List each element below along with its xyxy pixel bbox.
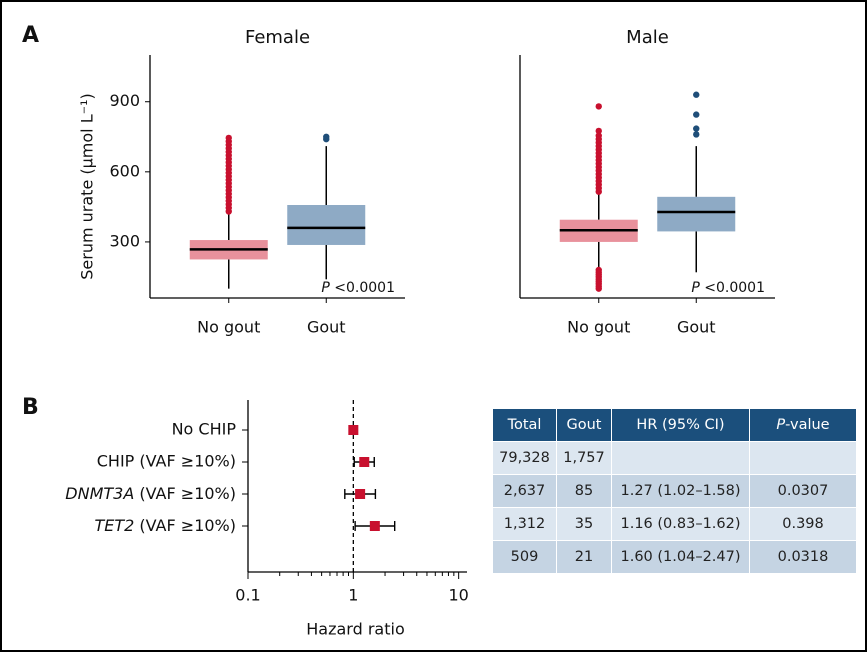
table-row: 1,312 35 1.16 (0.83–1.62) 0.398 xyxy=(492,507,857,541)
table-cell: 1.27 (1.02–1.58) xyxy=(611,474,750,508)
table-cell: 1,757 xyxy=(556,441,612,475)
table-row: 509 21 1.60 (1.04–2.47) 0.0318 xyxy=(492,540,857,574)
outlier xyxy=(693,91,700,98)
table-header: Total Gout HR (95% CI) P-value xyxy=(492,408,857,442)
x-tick-label: Gout xyxy=(307,318,346,337)
table-cell xyxy=(749,441,857,475)
y-tick-label: TET2 (VAF ≥10%) xyxy=(94,516,236,535)
outlier xyxy=(693,131,700,138)
chart-title: Female xyxy=(245,27,310,48)
results-table: Total Gout HR (95% CI) P-value 79,328 1,757 2… xyxy=(492,408,857,574)
table-header-cell: Total xyxy=(492,408,557,442)
y-tick-label: DNMT3A (VAF ≥10%) xyxy=(65,484,236,503)
x-tick-label: No gout xyxy=(567,318,630,337)
table-cell: 1.16 (0.83–1.62) xyxy=(611,507,750,541)
annotation: P <0.0001 xyxy=(691,280,765,296)
table-cell: 0.0318 xyxy=(749,540,857,574)
outlier xyxy=(323,133,330,140)
table-cell: 509 xyxy=(492,540,557,574)
annotation: P <0.0001 xyxy=(321,280,395,296)
table-cell: 85 xyxy=(556,474,612,508)
y-tick-label: No CHIP xyxy=(172,420,237,439)
table-header-cell: P-value xyxy=(749,408,857,442)
panel-label: A xyxy=(22,23,39,48)
box xyxy=(287,205,366,245)
box xyxy=(657,196,736,232)
point xyxy=(369,521,380,531)
chart-title: Male xyxy=(626,27,669,48)
x-axis-label: Hazard ratio xyxy=(306,620,404,639)
table-row: 2,637 85 1.27 (1.02–1.58) 0.0307 xyxy=(492,474,857,508)
point xyxy=(355,489,366,499)
table-body: 79,328 1,757 2,637 85 1.27 (1.02–1.58) 0.0307… xyxy=(492,441,857,574)
outlier xyxy=(693,111,700,118)
x-tick-label: Gout xyxy=(677,318,716,337)
table-cell xyxy=(611,441,750,475)
table-cell: 0.398 xyxy=(749,507,857,541)
outlier xyxy=(595,132,602,139)
y-axis-label: Serum urate (μmol L⁻¹) xyxy=(78,93,97,279)
table-cell: 1,312 xyxy=(492,507,557,541)
y-tick-label: CHIP (VAF ≥10%) xyxy=(97,452,236,471)
x-tick-label: 0.1 xyxy=(235,586,260,605)
x-tick-label: 1 xyxy=(348,586,358,605)
table-cell: 35 xyxy=(556,507,612,541)
outlier xyxy=(693,125,700,132)
y-tick-label: 600 xyxy=(109,161,140,180)
x-tick-label: 10 xyxy=(448,586,468,605)
y-tick-label: 900 xyxy=(109,91,140,110)
table-header-cell: HR (95% CI) xyxy=(611,408,750,442)
point xyxy=(359,457,370,467)
table-cell: 21 xyxy=(556,540,612,574)
x-tick-label: No gout xyxy=(197,318,260,337)
outlier xyxy=(595,266,602,274)
outlier xyxy=(595,103,602,110)
y-tick-label: 300 xyxy=(109,231,140,250)
table-cell: 0.0307 xyxy=(749,474,857,508)
table-header-cell: Gout xyxy=(556,408,612,442)
outlier xyxy=(225,134,232,142)
point xyxy=(348,425,359,435)
table-cell: 79,328 xyxy=(492,441,557,475)
table-cell: 1.60 (1.04–2.47) xyxy=(611,540,750,574)
table-cell: 2,637 xyxy=(492,474,557,508)
panel-label: B xyxy=(22,395,39,420)
outlier xyxy=(595,127,602,135)
table-row: 79,328 1,757 xyxy=(492,441,857,475)
